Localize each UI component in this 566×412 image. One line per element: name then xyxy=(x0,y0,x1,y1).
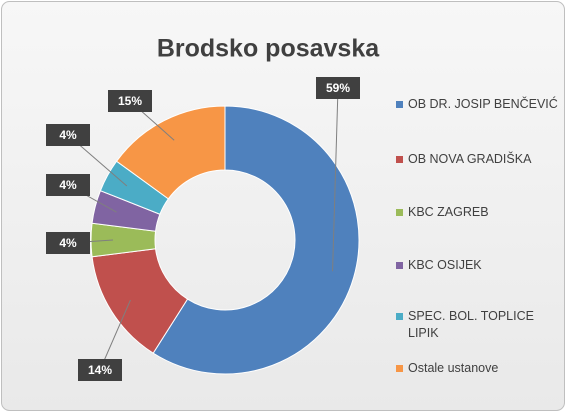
legend-item: Ostale ustanove xyxy=(396,360,558,377)
label-box xyxy=(46,232,90,254)
legend-swatch xyxy=(396,262,403,269)
label-box xyxy=(46,174,90,196)
doughnut-slice xyxy=(115,105,226,200)
leader-line xyxy=(99,299,131,371)
leader-line xyxy=(332,87,339,272)
legend-label: Ostale ustanove xyxy=(408,361,499,375)
legend-swatch xyxy=(396,156,403,163)
legend-item: KBC OSIJEK xyxy=(396,257,558,274)
label-box xyxy=(78,359,122,381)
legend-item: KBC ZAGREB xyxy=(396,204,558,221)
legend-label: OB DR. JOSIP BENČEVIĆ xyxy=(408,97,558,111)
label-box xyxy=(46,124,90,146)
doughnut-slice xyxy=(152,105,360,375)
legend-swatch xyxy=(396,365,403,372)
legend-label: SPEC. BOL. TOPLICE LIPIK xyxy=(408,309,534,340)
data-label: 4% xyxy=(59,178,77,192)
data-label: 4% xyxy=(59,236,77,250)
legend-swatch xyxy=(396,313,403,320)
legend-item: OB NOVA GRADIŠKA xyxy=(396,151,558,168)
legend-label: KBC ZAGREB xyxy=(408,205,489,219)
data-label: 14% xyxy=(88,363,112,377)
data-label: 15% xyxy=(118,94,142,108)
legend-label: OB NOVA GRADIŠKA xyxy=(408,152,532,166)
data-label: 59% xyxy=(326,81,350,95)
legend-swatch xyxy=(396,101,403,108)
legend-swatch xyxy=(396,209,403,216)
legend-item: OB DR. JOSIP BENČEVIĆ xyxy=(396,96,558,113)
legend-label: KBC OSIJEK xyxy=(408,258,482,272)
chart-title: Brodsko posavska xyxy=(157,35,380,63)
label-box xyxy=(316,77,360,99)
label-box xyxy=(108,90,152,112)
data-label: 4% xyxy=(59,128,77,142)
legend-item: SPEC. BOL. TOPLICE LIPIK xyxy=(396,308,558,342)
